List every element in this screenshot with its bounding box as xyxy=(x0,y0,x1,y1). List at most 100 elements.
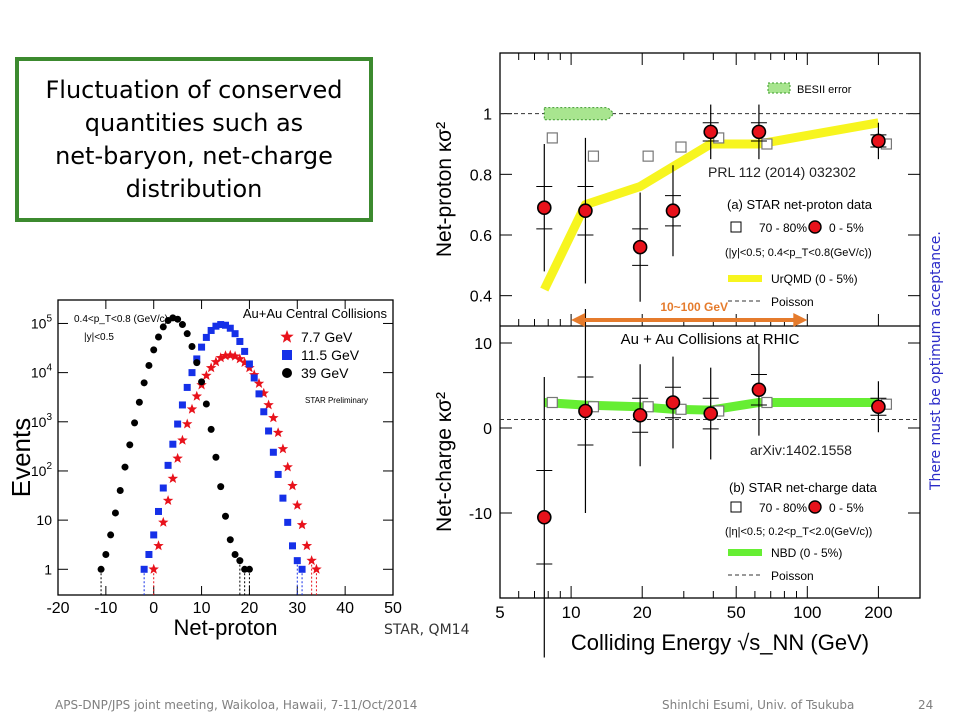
data-point-circle xyxy=(140,379,148,387)
data-point-circle xyxy=(135,398,143,406)
y-tick-exponent: 3 xyxy=(46,412,52,423)
data-point-square xyxy=(198,343,206,351)
y-tick-label: 105 xyxy=(31,313,53,331)
legend-marker-square xyxy=(282,350,292,360)
cut-label: 0.4<p_T<0.8 (GeV/c) xyxy=(74,314,168,325)
cut-label: (|y|<0.5; 0.4<p_T<0.8(GeV/c)) xyxy=(725,247,872,259)
x-tick-label: 0 xyxy=(149,600,158,617)
data-point-square xyxy=(222,321,229,329)
legend-label: Poisson xyxy=(771,295,814,309)
side-note: There must be optimum acceptance. xyxy=(928,160,948,490)
data-point-square xyxy=(150,531,158,539)
data-point-star xyxy=(153,540,164,551)
callout-text: Fluctuation of conserved quantities such… xyxy=(45,75,343,203)
data-point-square xyxy=(298,565,306,573)
data-point-circle xyxy=(126,441,134,449)
preliminary-label: STAR Preliminary xyxy=(305,396,368,405)
data-point-circle xyxy=(212,453,220,461)
cut-label: (|η|<0.5; 0.2<p_T<2.0(GeV/c)) xyxy=(725,526,872,538)
net-proton-central-point xyxy=(632,239,648,255)
data-point-star xyxy=(268,412,279,423)
data-point-square xyxy=(236,337,244,345)
y-axis-label: Events xyxy=(6,418,36,498)
footer-left: APS-DNP/JPS joint meeting, Waikoloa, Haw… xyxy=(55,698,418,712)
data-point-star xyxy=(229,350,241,361)
data-point-square xyxy=(169,440,177,448)
x-tick-label: 10 xyxy=(193,600,211,617)
net-charge-central-point xyxy=(578,403,593,419)
data-point-star xyxy=(215,352,226,363)
data-point-square xyxy=(164,461,172,469)
data-point-circle xyxy=(188,342,196,350)
data-point-circle xyxy=(102,550,110,558)
data-point-star xyxy=(282,461,293,472)
data-point-square xyxy=(178,401,186,409)
data-point-star xyxy=(162,495,174,505)
legend-marker-circle xyxy=(282,368,292,378)
series-circle xyxy=(97,314,253,595)
y-axis-label-top: Net-proton κσ² xyxy=(433,122,456,257)
data-point-star xyxy=(249,369,260,380)
besii-error-band xyxy=(543,107,614,121)
plot-frame xyxy=(57,299,394,596)
legend-label: 70 - 80% xyxy=(759,501,807,515)
net-charge-peripheral-point xyxy=(761,396,773,409)
data-point-circle xyxy=(193,359,201,367)
net-proton-peripheral-point xyxy=(546,132,558,144)
x-axis-label: Net-proton xyxy=(174,615,278,640)
y-tick-label: 104 xyxy=(31,363,53,381)
data-point-square xyxy=(255,390,263,398)
legend-label: 0 - 5% xyxy=(829,501,864,515)
data-point-square xyxy=(193,355,201,363)
data-point-square xyxy=(289,542,296,550)
legend-label: 70 - 80% xyxy=(759,221,807,235)
data-point-circle xyxy=(145,361,153,369)
data-point-circle xyxy=(178,321,186,329)
data-point-circle xyxy=(245,565,253,573)
data-point-star xyxy=(306,555,317,566)
data-point-star xyxy=(167,473,179,483)
data-point-circle xyxy=(226,536,234,544)
net-proton-central-point xyxy=(665,203,681,219)
legend-label: 11.5 GeV xyxy=(301,347,360,363)
x-tick-label: 50 xyxy=(727,603,746,622)
data-point-star xyxy=(301,540,313,551)
net-charge-peripheral-point xyxy=(675,403,687,415)
data-point-circle xyxy=(198,378,206,386)
y-tick-label: 10 xyxy=(474,336,492,353)
data-point-circle xyxy=(121,463,129,471)
data-point-square xyxy=(284,518,292,526)
panel-title: (a) STAR net-proton data xyxy=(727,197,873,212)
data-point-star xyxy=(292,499,303,510)
data-point-square xyxy=(159,484,167,492)
net-proton-central-point xyxy=(703,124,719,140)
page-number: 24 xyxy=(918,698,934,712)
data-point-square xyxy=(241,347,249,355)
net-charge-central-point xyxy=(632,407,648,423)
net-proton-central-point xyxy=(578,203,593,219)
data-point-star xyxy=(177,434,188,445)
series-star xyxy=(148,349,322,595)
net-proton-peripheral-point xyxy=(642,150,654,162)
data-point-circle xyxy=(111,509,119,517)
data-point-square xyxy=(140,565,148,573)
data-point-star xyxy=(220,350,231,361)
data-point-square xyxy=(250,374,258,382)
net-proton-peripheral-point xyxy=(675,141,687,153)
data-point-square xyxy=(279,494,287,502)
net-proton-central-point xyxy=(751,124,767,140)
panel-title: (b) STAR net-charge data xyxy=(729,480,878,495)
data-point-square xyxy=(274,470,282,478)
energy-range-label: 10~100 GeV xyxy=(660,300,728,314)
data-point-circle xyxy=(236,557,244,565)
y-tick-label: -10 xyxy=(469,506,492,523)
legend-label: UrQMD (0 - 5%) xyxy=(771,272,858,286)
data-point-star xyxy=(239,357,250,367)
data-point-square xyxy=(207,326,215,334)
legend-marker-square xyxy=(730,221,742,233)
x-tick-label: 30 xyxy=(288,600,306,617)
legend-entry: 39 GeV xyxy=(282,365,349,381)
y-tick-label: 0.4 xyxy=(470,289,492,306)
data-point-circle xyxy=(116,487,124,495)
